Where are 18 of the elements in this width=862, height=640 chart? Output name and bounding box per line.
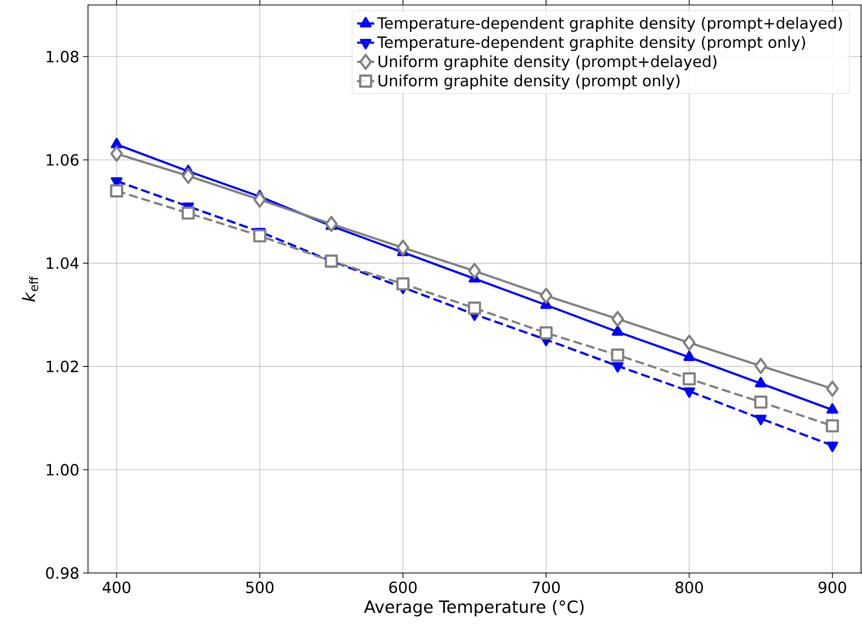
x-tick-label: 700 bbox=[532, 582, 560, 594]
x-axis-title: Average Temperature (°C) bbox=[364, 600, 584, 616]
y-tick-label: 1.06 bbox=[46, 154, 78, 166]
y-tick-label: 1.04 bbox=[46, 257, 79, 270]
y-tick-label: 1.02 bbox=[46, 360, 78, 372]
x-tick-label: 600 bbox=[389, 582, 417, 594]
x-tick-label: 500 bbox=[246, 582, 274, 594]
y-tick-label: 1.08 bbox=[46, 50, 78, 62]
legend-label: Temperature-dependent graphite density (prompt+delayed) bbox=[377, 16, 842, 32]
legend-label: Temperature-dependent graphite density (prompt only) bbox=[377, 36, 806, 52]
x-tick-label: 400 bbox=[102, 582, 130, 594]
legend-label: Uniform graphite density (prompt only) bbox=[378, 74, 680, 90]
legend-label: Uniform graphite density (prompt+delayed) bbox=[378, 55, 716, 70]
y-tick-label: 1.00 bbox=[46, 464, 78, 476]
y-tick-label: 0.98 bbox=[46, 567, 78, 579]
y-axis-title: k$_{eff}$ bbox=[22, 276, 38, 302]
x-tick-label: 800 bbox=[676, 582, 703, 594]
x-tick-label: 900 bbox=[818, 582, 846, 594]
